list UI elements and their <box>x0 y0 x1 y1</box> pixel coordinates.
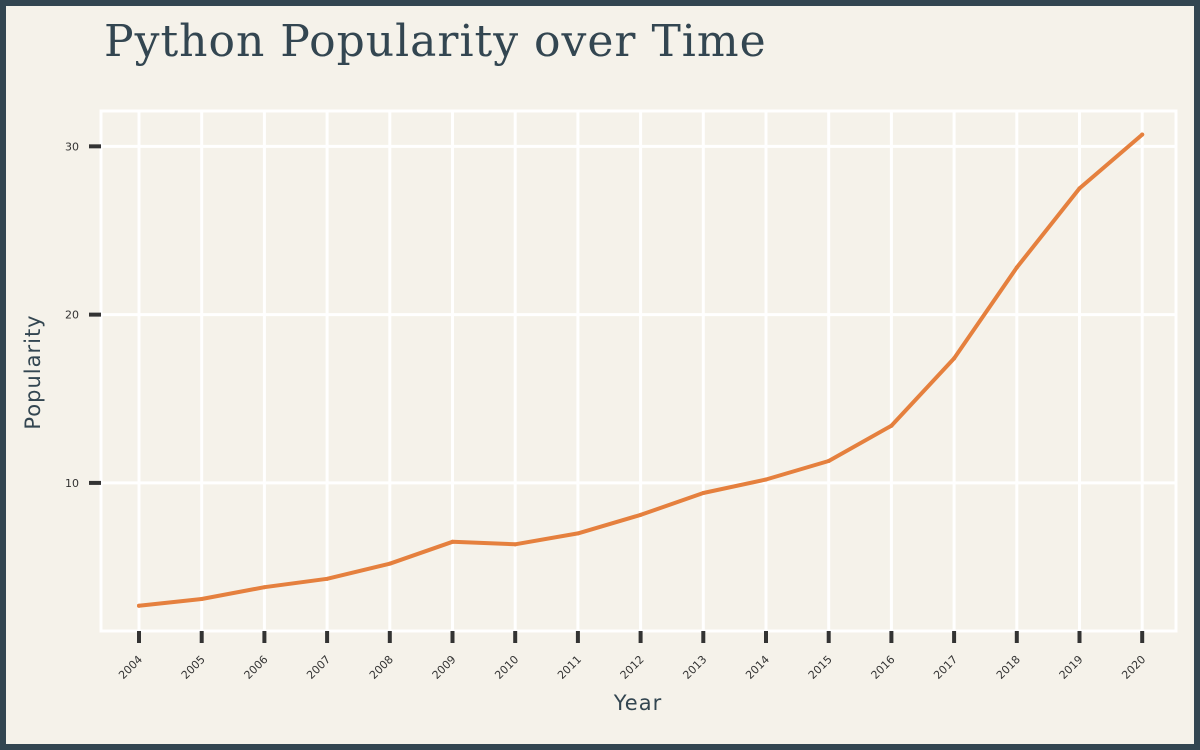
grid-lines <box>101 111 1176 631</box>
data-point <box>889 423 894 428</box>
x-tick-label: 2012 <box>618 653 647 682</box>
chart-title: Python Popularity over Time <box>104 16 767 67</box>
plot-area <box>99 109 1178 633</box>
x-tick-label: 2010 <box>492 653 521 682</box>
x-tick-label: 2009 <box>430 653 459 682</box>
data-point <box>137 603 141 608</box>
x-tick-label: 2011 <box>555 653 584 682</box>
data-point <box>262 585 267 590</box>
data-point <box>513 542 518 547</box>
data-point <box>764 477 768 482</box>
x-tick-label: 2004 <box>116 653 145 682</box>
x-tick-label: 2018 <box>994 653 1023 682</box>
data-point <box>387 561 392 566</box>
x-tick-label: 2017 <box>931 653 960 682</box>
data-point <box>199 597 204 602</box>
x-axis: 2004 2005 2006 2007 2008 2009 2010 2011 2012 2013… <box>116 631 1148 682</box>
y-tick-label: 10 <box>65 477 79 490</box>
x-tick-label: 2019 <box>1057 653 1086 682</box>
chart-frame: Python Popularity over Time <box>6 6 1194 744</box>
x-axis-title: Year <box>613 691 662 715</box>
y-axis: 10 20 30 <box>65 140 101 490</box>
x-tick-label: 2015 <box>806 653 835 682</box>
x-tick-label: 2005 <box>179 653 208 682</box>
x-tick-label: 2020 <box>1119 653 1148 682</box>
x-tick-label: 2008 <box>367 653 396 682</box>
data-point <box>1014 265 1019 270</box>
y-tick-label: 20 <box>65 309 79 322</box>
y-axis-title: Popularity <box>21 314 45 429</box>
data-point <box>638 512 643 517</box>
data-point <box>325 576 330 581</box>
data-point <box>826 459 831 464</box>
data-point <box>701 491 706 496</box>
x-tick-label: 2013 <box>680 653 709 682</box>
x-tick-label: 2014 <box>743 653 772 682</box>
x-tick-label: 2007 <box>304 653 333 682</box>
data-point <box>575 531 580 536</box>
data-point <box>952 356 957 361</box>
x-tick-label: 2016 <box>869 653 898 682</box>
data-point <box>1140 132 1145 137</box>
data-point <box>450 539 455 544</box>
series-lines <box>137 132 1145 608</box>
y-tick-label: 30 <box>65 140 79 153</box>
data-point <box>1077 186 1082 191</box>
x-tick-label: 2006 <box>242 653 271 682</box>
